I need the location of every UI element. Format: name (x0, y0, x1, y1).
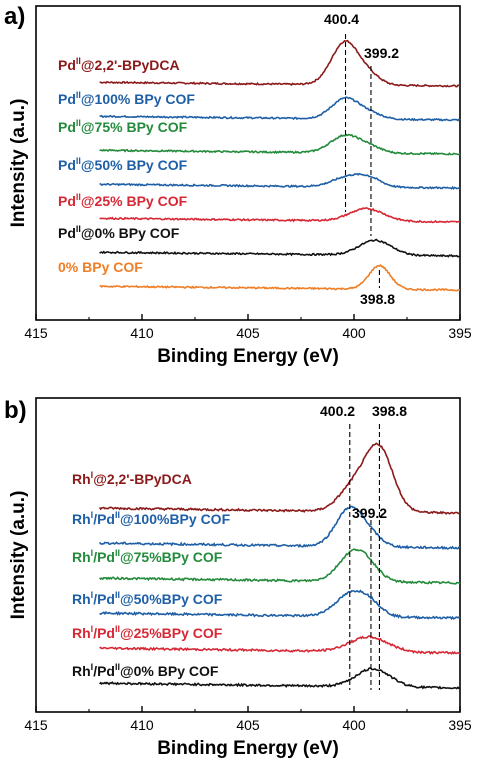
series-label: PdII@50% BPy COF (58, 156, 188, 173)
peak-label: 400.4 (324, 11, 359, 27)
panel-letter: a) (4, 3, 25, 30)
series-label: PdII@100% BPy COF (58, 90, 195, 107)
series-line (99, 589, 461, 621)
series-line (99, 667, 461, 690)
peak-label: 399.2 (352, 505, 387, 521)
series-line (99, 238, 461, 258)
x-tick-label: 405 (236, 717, 260, 733)
series-label: PdII@0% BPy COF (58, 224, 180, 241)
x-tick-label: 410 (130, 325, 154, 341)
panel-letter: b) (4, 397, 27, 424)
series-label: PdII@25% BPy COF (58, 192, 188, 209)
x-axis-title: Binding Energy (eV) (157, 738, 339, 759)
series-label: RhI@2,2'-BPyDCA (72, 470, 192, 487)
series-line (99, 207, 461, 224)
x-tick-label: 415 (24, 717, 48, 733)
series-line (99, 39, 461, 88)
x-tick-label: 395 (448, 325, 472, 341)
series-line (99, 548, 461, 585)
series-label: RhI/PdII@0% BPy COF (72, 662, 219, 679)
peak-label: 400.2 (320, 403, 355, 419)
x-tick-label: 410 (130, 717, 154, 733)
series-label: RhI/PdII@75%BPy COF (72, 548, 223, 565)
series-line (99, 172, 461, 190)
series-line (99, 133, 461, 156)
y-axis-title: Intensity (a.u.) (8, 99, 29, 228)
series-label: 0% BPy COF (58, 259, 143, 275)
series-label: RhI/PdII@50%BPy COF (72, 590, 223, 607)
series-label: RhI/PdII@25%BPy COF (72, 624, 223, 641)
y-axis-title: Intensity (a.u.) (8, 491, 29, 620)
x-tick-label: 400 (342, 717, 366, 733)
peak-label: 398.8 (372, 403, 407, 419)
panel-a: a) 415 410 405 400 395 Binding Energy (eV) Inte… (4, 3, 472, 367)
series-label: PdII@2,2'-BPyDCA (58, 56, 180, 73)
x-tick-label: 415 (24, 325, 48, 341)
x-tick-label: 395 (448, 717, 472, 733)
series-line (99, 263, 461, 292)
x-tick-label: 400 (342, 325, 366, 341)
series-line (98, 505, 461, 551)
series-line (99, 635, 461, 655)
series-label: RhI/PdII@100%BPy COF (72, 510, 231, 527)
peak-label: 398.8 (360, 291, 395, 307)
peak-label: 399.2 (364, 45, 399, 61)
series-line (99, 96, 461, 122)
x-axis-title: Binding Energy (eV) (157, 346, 339, 367)
panel-b: b) 415 410 405 400 395 Binding Energy (eV) Inte… (4, 397, 472, 759)
series-line (98, 442, 461, 515)
x-tick-label: 405 (236, 325, 260, 341)
series-label: PdII@75% BPy COF (58, 118, 188, 135)
